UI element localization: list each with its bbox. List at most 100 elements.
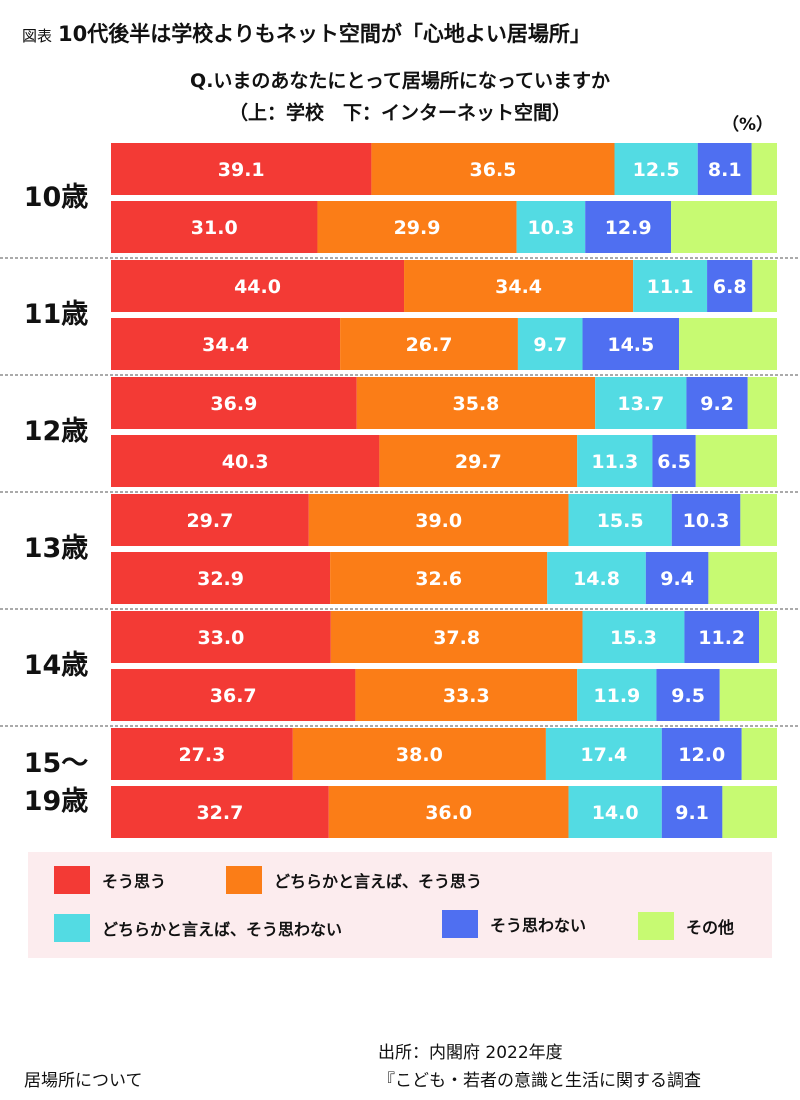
age-label: 11歳	[0, 296, 112, 334]
bar-segment-somewhat-agree-internet	[328, 786, 569, 838]
bar-segment-disagree-school	[661, 728, 742, 780]
data-label: 36.7	[210, 685, 257, 707]
legend-label: どちらかと言えば、そう思う	[274, 872, 483, 891]
bar-segment-somewhat-disagree-school	[568, 494, 672, 546]
age-label-line: 13歳	[23, 533, 89, 564]
data-label: 14.0	[592, 802, 639, 824]
bar-segment-strongly-agree-school	[111, 611, 331, 663]
bar-segment-somewhat-agree-school	[292, 728, 546, 780]
bar-segment-other-school	[740, 494, 777, 546]
data-label: 29.7	[455, 451, 502, 473]
bar-segment-somewhat-agree-school	[356, 377, 596, 429]
data-label: 39.1	[218, 159, 265, 181]
legend-swatch	[54, 914, 90, 942]
source-line-2: 『こども・若者の意識と生活に関する調査	[378, 1071, 701, 1091]
legend-label: そう思う	[102, 872, 167, 891]
data-label: 40.3	[222, 451, 269, 473]
bar-segment-somewhat-disagree-school	[545, 728, 662, 780]
bar-segment-disagree-school	[697, 143, 752, 195]
data-label: 32.7	[196, 802, 243, 824]
legend-label: そう思わない	[490, 916, 587, 935]
legend-item-somewhat-disagree: どちらかと言えば、そう思わない	[54, 914, 342, 942]
bar-segment-disagree-internet	[661, 786, 723, 838]
data-label: 34.4	[202, 334, 249, 356]
data-label: 6.8	[713, 276, 747, 298]
legend-item-disagree: そう思わない	[442, 910, 586, 938]
data-label: 27.3	[178, 744, 225, 766]
bar-segment-somewhat-agree-school	[404, 260, 634, 312]
age-label-line: 15〜	[23, 748, 89, 779]
data-label: 34.4	[495, 276, 542, 298]
bar-segment-strongly-agree-school	[111, 260, 405, 312]
data-label: 12.0	[678, 744, 725, 766]
data-label: 39.0	[415, 510, 462, 532]
bar-segment-somewhat-disagree-internet	[547, 552, 646, 604]
data-label: 11.3	[591, 451, 638, 473]
data-label: 12.9	[605, 217, 652, 239]
data-label: 9.2	[700, 393, 734, 415]
legend-swatch	[226, 866, 262, 894]
data-label: 35.8	[453, 393, 500, 415]
legend-item-other: その他	[638, 912, 734, 940]
data-label: 13.7	[617, 393, 664, 415]
bar-segment-somewhat-disagree-school	[582, 611, 685, 663]
age-label-line: 19歳	[23, 786, 89, 817]
age-label: 15〜 19歳	[0, 745, 112, 821]
age-label: 13歳	[0, 530, 112, 568]
bar-segment-disagree-internet	[582, 318, 680, 370]
bar-segment-strongly-agree-school	[111, 143, 372, 195]
stacked-bar-chart: 39.1 36.5 12.5 8.1 31.0 29.9 10.3 12.9 44.0 34.4 1…	[0, 143, 800, 838]
bar-segment-somewhat-agree-internet	[379, 435, 578, 487]
bar-segment-disagree-internet	[585, 201, 672, 253]
question-line-1: Q.いまのあなたにとって居場所になっていますか	[190, 70, 610, 92]
title-text: 10代後半は学校よりもネット空間が「心地よい居場所」	[58, 22, 591, 46]
bar-segment-disagree-school	[684, 611, 760, 663]
data-label: 36.9	[210, 393, 257, 415]
data-label: 37.8	[433, 627, 480, 649]
data-label: 11.9	[593, 685, 640, 707]
age-label: 12歳	[0, 413, 112, 451]
legend-swatch	[54, 866, 90, 894]
bar-segment-somewhat-disagree-school	[633, 260, 708, 312]
bar-segment-other-school	[741, 728, 777, 780]
bar-segment-disagree-internet	[656, 669, 720, 721]
bar-segment-somewhat-agree-internet	[340, 318, 518, 370]
bar-segment-strongly-agree-internet	[111, 552, 331, 604]
bar-segment-other-internet	[679, 318, 777, 370]
bar-segment-other-school	[759, 611, 777, 663]
age-label-line: 10歳	[23, 182, 89, 213]
legend-item-somewhat-agree: どちらかと言えば、そう思う	[226, 866, 482, 894]
bar-segment-other-school	[752, 260, 777, 312]
data-label: 32.9	[197, 568, 244, 590]
bar-segment-other-school	[751, 143, 777, 195]
data-label: 11.1	[647, 276, 694, 298]
bar-segment-somewhat-disagree-internet	[577, 669, 657, 721]
legend-label: どちらかと言えば、そう思わない	[102, 920, 343, 939]
chart-title: 図表 10代後半は学校よりもネット空間が「心地よい居場所」	[22, 18, 591, 48]
bar-segment-somewhat-disagree-internet	[568, 786, 662, 838]
data-label: 9.4	[660, 568, 694, 590]
bar-segment-somewhat-agree-internet	[317, 201, 517, 253]
bar-segment-somewhat-agree-internet	[330, 552, 548, 604]
data-label: 36.5	[470, 159, 517, 181]
data-label: 10.3	[683, 510, 730, 532]
data-label: 36.0	[425, 802, 472, 824]
age-label-line: 11歳	[23, 299, 89, 330]
bar-segment-somewhat-agree-school	[371, 143, 615, 195]
data-label: 12.5	[633, 159, 680, 181]
bar-segment-strongly-agree-school	[111, 728, 293, 780]
data-label: 15.5	[597, 510, 644, 532]
legend-swatch	[442, 910, 478, 938]
bar-segment-disagree-internet	[652, 435, 696, 487]
legend-swatch	[638, 912, 674, 940]
data-label: 14.8	[573, 568, 620, 590]
bar-segment-disagree-internet	[645, 552, 709, 604]
bar-segment-other-internet	[695, 435, 777, 487]
data-label: 33.0	[197, 627, 244, 649]
bar-segment-somewhat-disagree-school	[614, 143, 698, 195]
bar-segment-other-school	[747, 377, 777, 429]
data-label: 8.1	[708, 159, 742, 181]
source-line-1: 出所：内閣府 2022年度	[378, 1043, 563, 1063]
bar-segment-somewhat-disagree-internet	[577, 435, 653, 487]
bar-segment-strongly-agree-internet	[111, 435, 380, 487]
